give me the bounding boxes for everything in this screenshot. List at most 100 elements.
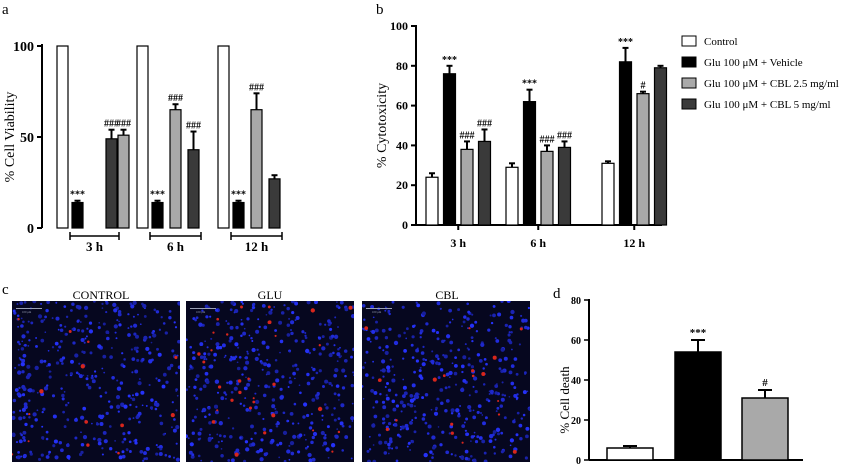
cell-nucleus [496,432,501,436]
cell-nucleus [234,342,239,347]
cell-nucleus [61,362,64,365]
bar [505,166,519,226]
cell-nucleus [137,313,139,316]
cell-nucleus [105,311,108,314]
significance-label: *** [618,37,633,48]
cell-nucleus [441,430,445,434]
dead-cell [117,451,120,455]
cell-nucleus [398,435,402,438]
cell-nucleus [431,445,436,450]
cell-nucleus [483,459,488,462]
cell-nucleus [177,339,180,344]
group-label: 6 h [167,239,185,254]
cell-nucleus [268,310,273,315]
cell-nucleus [362,397,365,400]
cell-nucleus [337,417,341,420]
cell-nucleus [21,358,26,363]
cell-nucleus [208,421,212,425]
bar [232,201,245,229]
cell-nucleus [448,376,451,379]
cell-nucleus [524,325,528,330]
cell-nucleus [413,324,416,327]
cell-nucleus [101,447,104,450]
cell-nucleus [230,301,235,305]
cell-nucleus [167,366,172,371]
cell-nucleus [118,320,120,323]
dead-cell [252,400,256,404]
cell-nucleus [239,436,242,439]
cell-nucleus [527,306,530,310]
cell-nucleus [15,441,19,444]
cell-nucleus [501,381,504,384]
cell-nucleus [65,333,69,336]
cell-nucleus [246,382,251,387]
cell-nucleus [380,369,382,372]
cell-nucleus [332,351,335,355]
cell-nucleus [500,431,504,435]
cell-nucleus [113,308,118,313]
cell-nucleus [308,458,313,462]
cell-nucleus [296,367,300,371]
cell-nucleus [141,404,144,407]
cell-nucleus [14,388,19,392]
cell-nucleus [84,337,87,340]
cell-nucleus [145,457,149,461]
cell-nucleus [202,365,206,370]
cell-nucleus [419,366,422,369]
cell-nucleus [437,426,440,428]
cell-nucleus [520,417,523,420]
cell-nucleus [164,453,168,457]
cell-nucleus [384,350,389,355]
cell-nucleus [401,305,405,309]
cell-nucleus [310,377,314,381]
cell-nucleus [172,456,176,459]
dead-cell [395,419,398,422]
cell-nucleus [472,409,475,412]
cell-nucleus [174,326,178,329]
cell-nucleus [270,308,273,311]
cell-nucleus [112,302,117,308]
cell-nucleus [431,328,436,333]
cell-nucleus [51,394,56,398]
cell-nucleus [59,339,63,343]
cell-nucleus [117,312,122,317]
cell-nucleus [229,357,233,362]
significance-label: ### [460,130,475,141]
cell-nucleus [269,428,273,433]
cell-nucleus [382,405,387,410]
cell-nucleus [324,379,329,384]
cell-nucleus [60,448,64,453]
bar [425,176,439,226]
cell-nucleus [435,354,439,358]
cell-nucleus [350,416,354,421]
cell-nucleus [370,330,372,333]
cell-nucleus [133,323,138,328]
cell-nucleus [207,352,211,356]
cell-nucleus [172,428,177,433]
cell-nucleus [189,345,192,349]
scale-bar [16,308,42,309]
cell-nucleus [20,324,24,328]
cell-nucleus [341,368,346,373]
cell-nucleus [12,432,16,437]
cell-nucleus [503,394,507,397]
cell-nucleus [105,411,109,416]
cell-nucleus [383,440,388,445]
cell-nucleus [344,307,349,312]
cell-nucleus [71,328,74,331]
micro-label-cbl: CBL [435,288,459,302]
cell-nucleus [258,448,264,453]
cell-nucleus [235,448,240,453]
cell-nucleus [395,404,400,408]
cell-nucleus [74,353,79,358]
cell-nucleus [482,367,485,370]
cell-nucleus [365,373,369,377]
cell-nucleus [370,389,374,393]
cell-nucleus [22,430,27,435]
cell-nucleus [351,420,354,422]
cell-nucleus [421,311,427,316]
cell-nucleus [333,373,338,378]
cell-nucleus [318,322,322,326]
cell-nucleus [428,459,432,462]
cell-nucleus [264,384,269,389]
